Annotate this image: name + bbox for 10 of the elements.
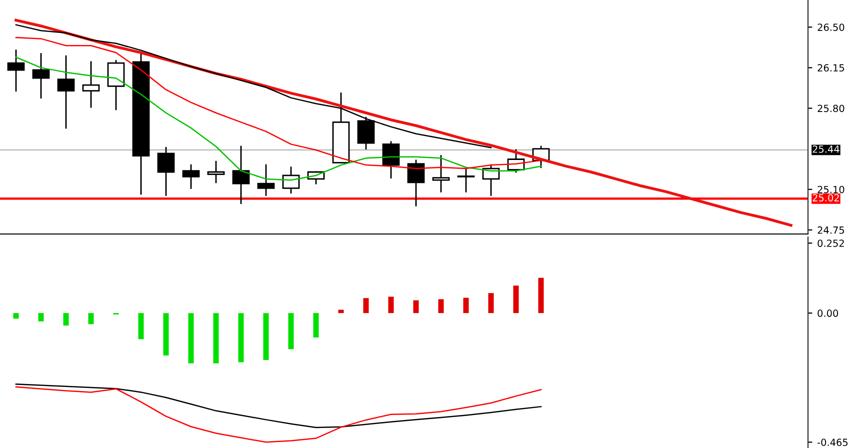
y-tick-label: -0.465 (818, 438, 848, 446)
y-tick-label: 26.15 (818, 64, 844, 72)
y-tick-label: 0.252 (818, 240, 844, 247)
y-tick-label: 25.10 (818, 186, 844, 194)
ref-line-label: 25.44 (812, 145, 840, 153)
ref-line-label: 25.02 (812, 194, 839, 202)
y-tick-label: 24.75 (818, 226, 844, 234)
y-tick-label: 0.00 (818, 310, 838, 317)
y-tick-label: 26.50 (818, 24, 844, 31)
y-tick-label: 25.80 (818, 104, 844, 112)
